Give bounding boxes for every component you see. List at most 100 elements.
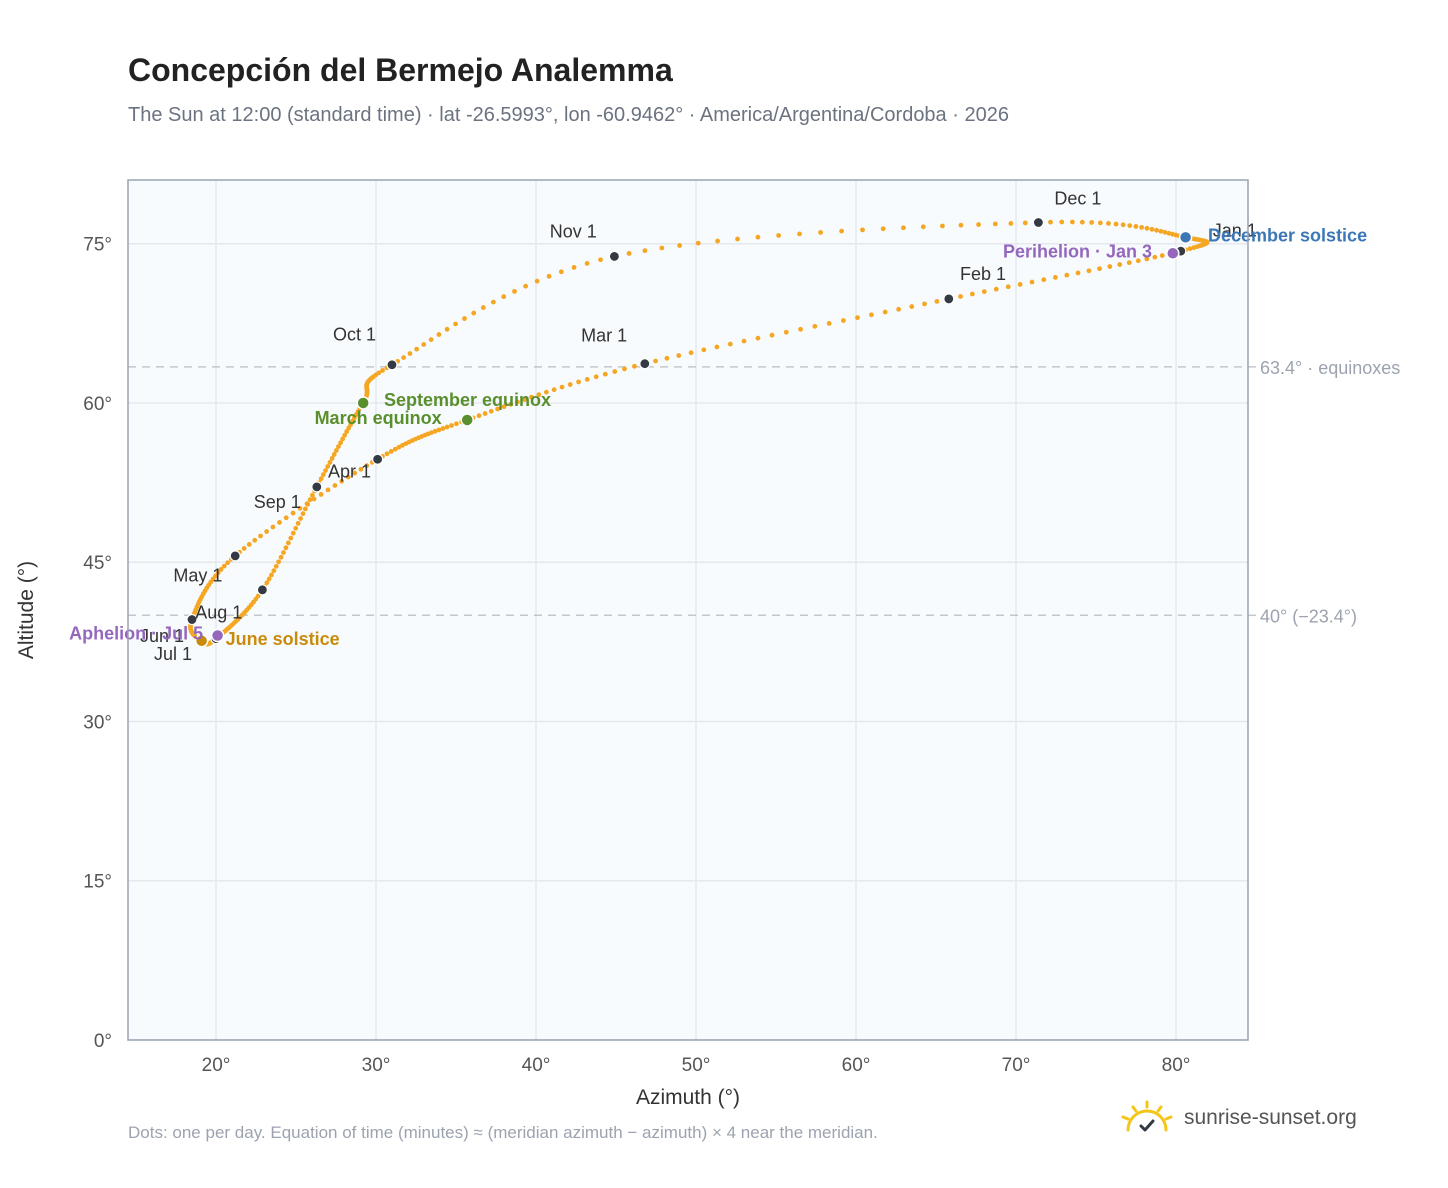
daily-dot <box>922 301 927 307</box>
daily-dot <box>593 374 599 380</box>
brand[interactable]: sunrise-sunset.org <box>1120 1100 1357 1136</box>
daily-dot <box>1158 228 1164 234</box>
daily-dot <box>273 563 279 569</box>
daily-dot <box>869 312 874 318</box>
daily-dot <box>346 425 352 431</box>
daily-dot <box>297 505 303 511</box>
y-tick-label: 75° <box>83 235 112 256</box>
daily-dot <box>576 379 582 385</box>
daily-dot <box>288 535 294 541</box>
special-point <box>356 396 370 410</box>
daily-dot <box>1079 219 1085 225</box>
daily-dot <box>1162 229 1168 235</box>
daily-dot <box>559 384 565 390</box>
y-tick-label: 15° <box>83 872 112 893</box>
daily-dot <box>755 335 761 341</box>
daily-dot <box>215 570 221 576</box>
x-tick-label: 60° <box>842 1055 871 1076</box>
daily-dot <box>882 309 888 315</box>
daily-dot <box>295 520 301 526</box>
daily-dot <box>332 483 338 488</box>
x-tick-label: 40° <box>522 1055 551 1076</box>
daily-dot <box>1059 219 1065 225</box>
daily-dot <box>626 251 632 256</box>
daily-dot <box>558 269 564 275</box>
daily-dot <box>225 560 231 566</box>
daily-dot <box>444 326 450 332</box>
special-point <box>210 628 225 643</box>
daily-dot <box>501 404 507 410</box>
daily-dot <box>688 350 694 356</box>
daily-dot <box>302 506 308 512</box>
x-tick-label: 70° <box>1002 1055 1031 1076</box>
daily-dot <box>741 338 747 344</box>
daily-dot <box>622 366 627 372</box>
daily-dot <box>934 298 940 304</box>
daily-dot <box>476 413 482 419</box>
x-tick-label: 20° <box>202 1055 231 1076</box>
month-marker <box>311 481 323 493</box>
daily-dot <box>1107 264 1113 269</box>
month-marker-label: Nov 1 <box>550 221 597 241</box>
daily-dot <box>388 449 394 454</box>
y-tick-label: 45° <box>83 553 112 574</box>
daily-dot <box>277 520 282 525</box>
daily-dot <box>584 261 590 266</box>
daily-dot <box>920 224 926 230</box>
month-marker-label: Feb 1 <box>960 264 1006 284</box>
daily-dot <box>1005 284 1011 290</box>
daily-dot <box>246 542 252 547</box>
daily-dot <box>331 452 337 457</box>
daily-dot <box>323 468 328 473</box>
daily-dot <box>1029 279 1035 285</box>
daily-dot <box>515 399 520 405</box>
daily-dot <box>776 233 781 238</box>
month-marker-label: May 1 <box>173 565 222 585</box>
daily-dot <box>1144 225 1150 231</box>
daily-dot <box>440 426 446 431</box>
daily-dot <box>551 387 557 393</box>
daily-dot <box>329 456 335 461</box>
daily-dot <box>325 487 331 493</box>
daily-dot <box>345 474 351 480</box>
daily-dot <box>880 226 886 232</box>
daily-dot <box>818 230 823 235</box>
special-point-label: Aphelion · Jul 5 <box>69 624 203 644</box>
daily-dot <box>1159 253 1165 258</box>
daily-dot <box>993 286 999 292</box>
daily-dot <box>305 501 311 507</box>
daily-dot <box>269 572 274 578</box>
daily-dot <box>376 370 382 376</box>
daily-dot <box>1152 254 1158 260</box>
x-axis-label: Azimuth (°) <box>636 1086 740 1109</box>
daily-dot <box>436 427 442 433</box>
axes: 20° 30° 40° 50° 60° 70° 80° 0° 15° 30° 45° 60° 75° Az… <box>15 235 1190 1109</box>
daily-dot <box>339 478 345 484</box>
daily-dot <box>428 337 434 343</box>
daily-dot <box>1097 220 1103 226</box>
daily-dot <box>218 567 224 572</box>
reference-line-label: 40° (−23.4°) <box>1260 606 1357 626</box>
daily-dot <box>1022 220 1028 226</box>
footnote: Dots: one per day. Equation of time (min… <box>128 1123 878 1142</box>
daily-dot <box>841 318 846 323</box>
daily-dot <box>482 411 488 416</box>
daily-dot <box>653 358 658 364</box>
daily-dot <box>436 332 442 337</box>
month-marker-label: Jul 1 <box>154 644 192 664</box>
daily-dot <box>342 432 348 438</box>
daily-dot <box>812 323 818 329</box>
daily-dot <box>715 238 721 244</box>
daily-dot <box>512 288 517 294</box>
month-marker-label: Sep 1 <box>254 492 301 512</box>
month-marker <box>608 250 621 263</box>
daily-dot <box>252 537 258 543</box>
special-point-label: June solstice <box>226 629 340 649</box>
brand-text[interactable]: sunrise-sunset.org <box>1184 1106 1357 1129</box>
daily-dot <box>598 257 603 263</box>
daily-dot <box>735 236 740 242</box>
special-point-label: September equinox <box>384 390 551 410</box>
y-tick-label: 60° <box>83 394 112 415</box>
daily-dot <box>659 245 665 251</box>
daily-dot <box>797 231 802 237</box>
